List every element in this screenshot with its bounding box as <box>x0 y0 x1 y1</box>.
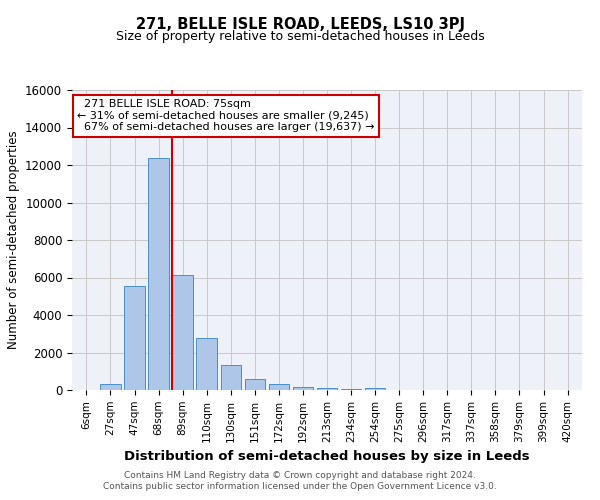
Text: Contains HM Land Registry data © Crown copyright and database right 2024.: Contains HM Land Registry data © Crown c… <box>124 471 476 480</box>
Text: 271 BELLE ISLE ROAD: 75sqm
← 31% of semi-detached houses are smaller (9,245)
  6: 271 BELLE ISLE ROAD: 75sqm ← 31% of semi… <box>77 99 374 132</box>
Y-axis label: Number of semi-detached properties: Number of semi-detached properties <box>7 130 20 350</box>
Bar <box>196 338 217 390</box>
Bar <box>172 274 193 390</box>
Bar <box>317 388 337 390</box>
Bar <box>124 286 145 390</box>
Bar <box>365 388 385 390</box>
Text: Contains public sector information licensed under the Open Government Licence v3: Contains public sector information licen… <box>103 482 497 491</box>
Bar <box>221 364 241 390</box>
Text: Size of property relative to semi-detached houses in Leeds: Size of property relative to semi-detach… <box>116 30 484 43</box>
Bar <box>245 379 265 390</box>
Bar <box>148 158 169 390</box>
Bar <box>293 387 313 390</box>
Bar <box>269 384 289 390</box>
Bar <box>341 389 361 390</box>
Bar <box>100 384 121 390</box>
Text: 271, BELLE ISLE ROAD, LEEDS, LS10 3PJ: 271, BELLE ISLE ROAD, LEEDS, LS10 3PJ <box>136 18 464 32</box>
X-axis label: Distribution of semi-detached houses by size in Leeds: Distribution of semi-detached houses by … <box>124 450 530 463</box>
